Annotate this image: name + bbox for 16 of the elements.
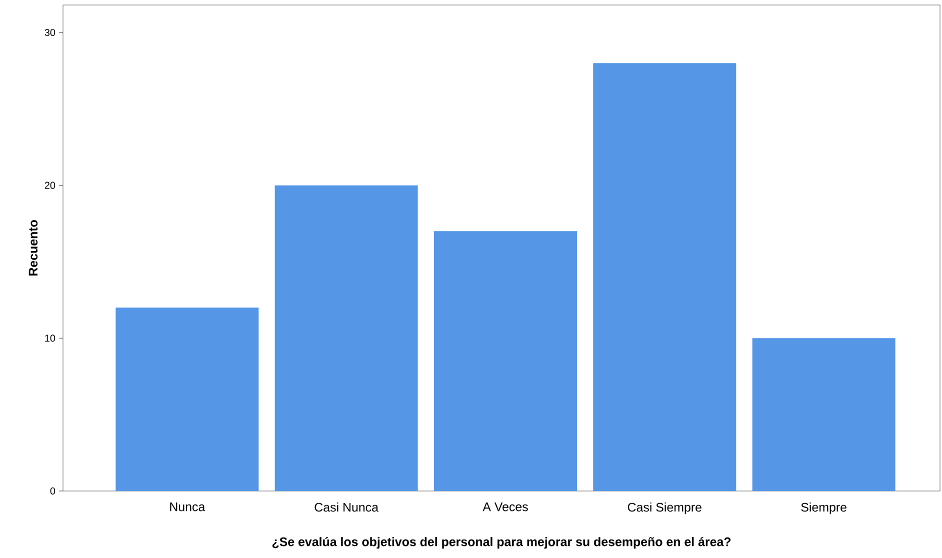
bar — [434, 231, 577, 491]
x-tick-label: Siempre — [801, 502, 846, 514]
y-tick-label: 10 — [45, 334, 56, 342]
x-tick-label: Nunca — [170, 502, 206, 512]
bar — [593, 63, 736, 491]
y-tick-label: 20 — [44, 182, 56, 189]
y-tick-label: 30 — [44, 28, 56, 36]
x-tick-label: A Veces — [482, 502, 528, 512]
x-tick-label: Casi Siempre — [628, 502, 702, 514]
x-tick-label: Casi Nunca — [314, 502, 378, 512]
x-axis-title: ¿Se evalúa los objetivos del personal para mejorar su desempeño en el área? — [272, 536, 731, 549]
y-axis-title: Recuento — [28, 220, 38, 276]
bar — [274, 185, 418, 491]
y-tick-label: 0 — [50, 487, 56, 495]
bar — [116, 308, 259, 491]
bar — [752, 338, 896, 491]
